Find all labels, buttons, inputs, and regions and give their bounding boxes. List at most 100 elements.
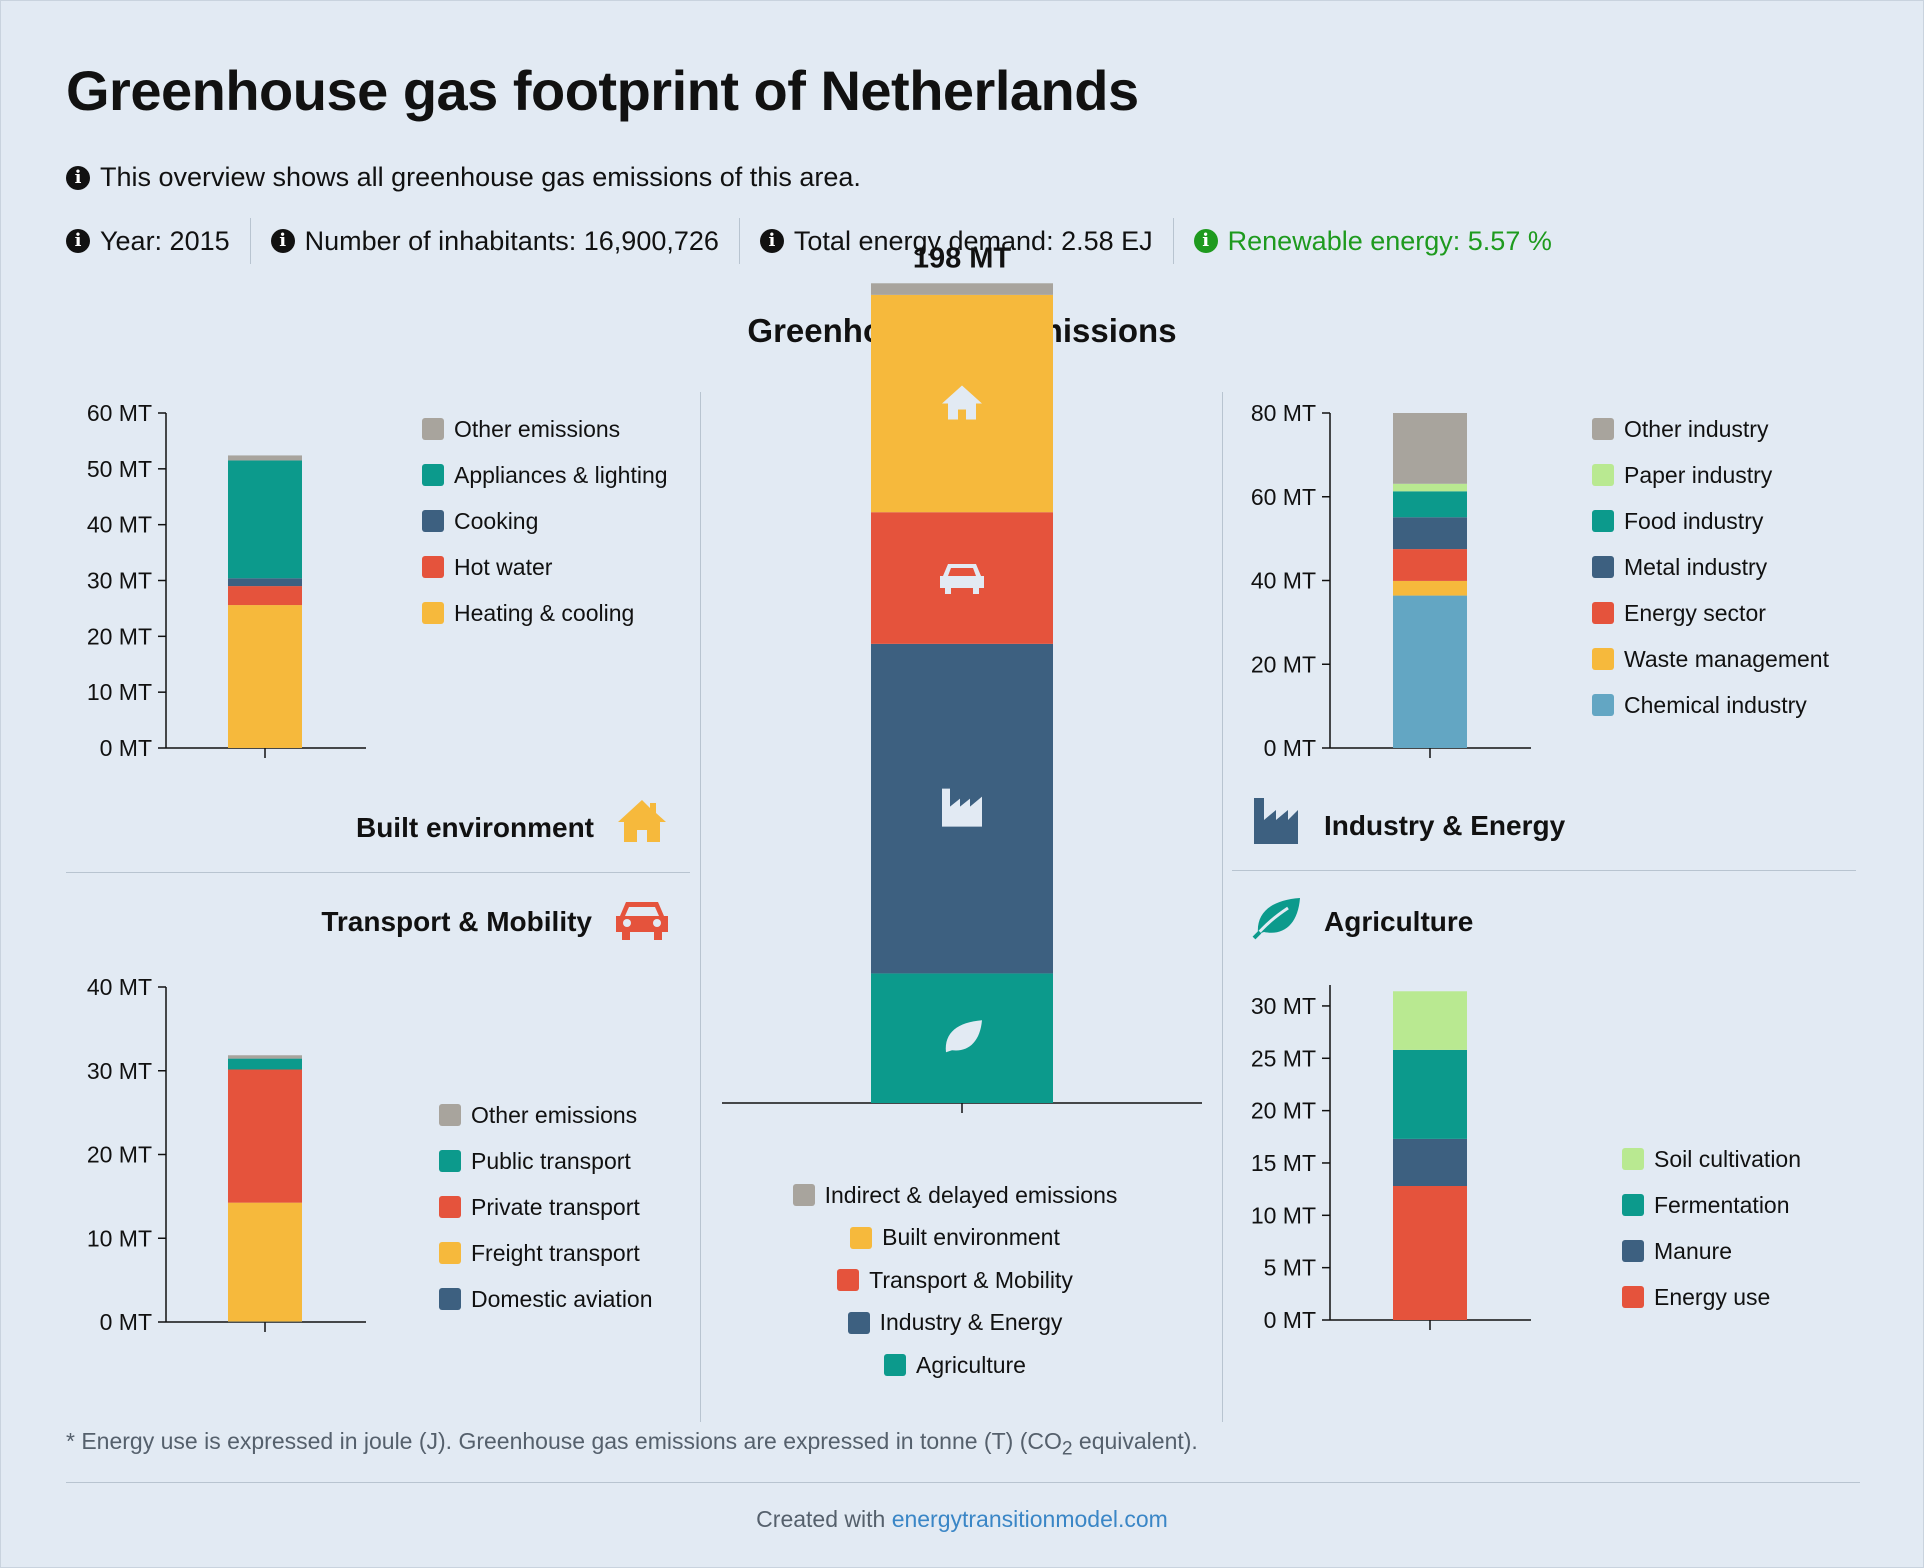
- legend-swatch: [847, 1311, 870, 1334]
- leaf-icon: [945, 1020, 982, 1053]
- bar-segment: [1393, 483, 1467, 492]
- y-tick-label: 30 MT: [87, 1058, 152, 1084]
- credit-link[interactable]: energytransitionmodel.com: [891, 1506, 1168, 1532]
- legend-label: Manure: [1654, 1237, 1732, 1264]
- legend-industry: Other industry Paper industry Food industr…: [1592, 406, 1829, 728]
- info-icon[interactable]: i: [759, 229, 784, 253]
- legend-label: Energy sector: [1624, 599, 1766, 626]
- row-divider: [66, 872, 690, 873]
- y-tick-label: 5 MT: [1264, 1255, 1316, 1281]
- stat-inhabitants: i Number of inhabitants: 16,900,726: [249, 218, 739, 264]
- y-tick-label: 10 MT: [87, 679, 152, 705]
- legend-item: Freight transport: [439, 1230, 653, 1276]
- y-tick-label: 60 MT: [1251, 484, 1316, 510]
- legend-swatch: [1622, 1148, 1644, 1170]
- info-icon[interactable]: i: [270, 229, 295, 253]
- legend-item: Transport & Mobility: [660, 1259, 1250, 1302]
- y-tick-label: 0 MT: [100, 735, 152, 761]
- footer-divider: [66, 1482, 1860, 1483]
- legend-label: Domestic aviation: [471, 1285, 653, 1312]
- column-divider: [700, 392, 701, 1422]
- legend-swatch: [1592, 510, 1614, 532]
- legend-item: Energy sector: [1592, 590, 1829, 636]
- bar-segment: [228, 586, 302, 606]
- legend-swatch: [1622, 1240, 1644, 1262]
- y-tick-label: 30 MT: [87, 568, 152, 594]
- footnote-text-end: equivalent).: [1072, 1428, 1198, 1454]
- y-tick-label: 25 MT: [1251, 1045, 1316, 1071]
- bar-segment: [1393, 413, 1467, 484]
- stat-inhabitants-text: Number of inhabitants: 16,900,726: [304, 225, 719, 256]
- legend-swatch: [884, 1354, 907, 1377]
- legend-item: Built environment: [660, 1217, 1250, 1260]
- stat-renewable: i Renewable energy: 5.57 %: [1172, 218, 1572, 264]
- legend-label: Public transport: [471, 1147, 631, 1174]
- legend-label: Other emissions: [454, 415, 621, 442]
- intro-text-row: i This overview shows all greenhouse gas…: [66, 162, 861, 193]
- stat-energy-demand-text: Total energy demand: 2.58 EJ: [793, 225, 1153, 256]
- legend-item: Fermentation: [1622, 1182, 1801, 1228]
- legend-swatch: [439, 1196, 461, 1218]
- bar-segment: [228, 578, 302, 587]
- y-tick-label: 40 MT: [87, 974, 152, 1000]
- legend-swatch: [422, 510, 444, 532]
- info-icon: i: [66, 165, 90, 190]
- legend-label: Heating & cooling: [454, 599, 635, 626]
- legend-swatch: [1622, 1194, 1644, 1216]
- bar-segment: [1393, 517, 1467, 550]
- footnote-text: * Energy use is expressed in joule (J). …: [66, 1428, 1062, 1454]
- legend-transport: Other emissions Public transport Private t…: [439, 1092, 653, 1322]
- legend-label: Agriculture: [916, 1351, 1026, 1378]
- bar-segment: [228, 605, 302, 748]
- legend-item: Agriculture: [660, 1344, 1250, 1387]
- legend-label: Fermentation: [1654, 1191, 1790, 1218]
- info-icon[interactable]: i: [1193, 229, 1218, 253]
- legend-item: Soil cultivation: [1622, 1136, 1801, 1182]
- legend-swatch: [1592, 694, 1614, 716]
- legend-item: Other emissions: [422, 406, 668, 452]
- legend-item: Indirect & delayed emissions: [660, 1174, 1250, 1217]
- legend-swatch: [439, 1150, 461, 1172]
- row-divider: [1232, 870, 1856, 871]
- legend-item: Paper industry: [1592, 452, 1829, 498]
- sector-title-industry: Industry & Energy: [1324, 810, 1566, 841]
- y-tick-label: 10 MT: [87, 1225, 152, 1251]
- house-icon: [942, 385, 982, 420]
- legend-label: Indirect & delayed emissions: [824, 1181, 1118, 1208]
- legend-label: Private transport: [471, 1193, 640, 1220]
- y-tick-label: 50 MT: [87, 456, 152, 482]
- y-tick-label: 0 MT: [1264, 1307, 1316, 1333]
- bar-segment: [1393, 1049, 1467, 1139]
- legend-item: Private transport: [439, 1184, 653, 1230]
- legend-swatch: [1592, 602, 1614, 624]
- legend-item: Manure: [1622, 1228, 1801, 1274]
- legend-label: Food industry: [1624, 507, 1764, 534]
- legend-swatch: [439, 1242, 461, 1264]
- legend-item: Appliances & lighting: [422, 452, 668, 498]
- legend-label: Other emissions: [471, 1101, 638, 1128]
- leaf-icon: [1252, 898, 1300, 940]
- column-divider: [1222, 392, 1223, 1422]
- legend-label: Soil cultivation: [1654, 1145, 1802, 1172]
- legend-agriculture: Soil cultivation Fermentation Manure Energy…: [1622, 1136, 1801, 1320]
- bar-segment: [1393, 580, 1467, 596]
- bar-segment: [1393, 1186, 1467, 1320]
- y-tick-label: 20 MT: [87, 623, 152, 649]
- bar-segment: [1393, 991, 1467, 1050]
- y-tick-label: 40 MT: [87, 512, 152, 538]
- stat-year: i Year: 2015: [66, 218, 250, 264]
- y-tick-label: 20 MT: [1251, 1098, 1316, 1124]
- sector-title-built: Built environment: [355, 812, 594, 843]
- house-icon: [618, 800, 666, 842]
- bar-segment: [228, 455, 302, 461]
- factory-icon: [1254, 798, 1298, 844]
- legend-label: Hot water: [454, 553, 553, 580]
- info-icon[interactable]: i: [66, 229, 90, 253]
- legend-swatch: [422, 556, 444, 578]
- y-tick-label: 0 MT: [1264, 735, 1316, 761]
- factory-icon: [942, 788, 982, 827]
- legend-swatch: [1592, 556, 1614, 578]
- page-title: Greenhouse gas footprint of Netherlands: [66, 59, 1139, 122]
- legend-label: Transport & Mobility: [869, 1266, 1073, 1293]
